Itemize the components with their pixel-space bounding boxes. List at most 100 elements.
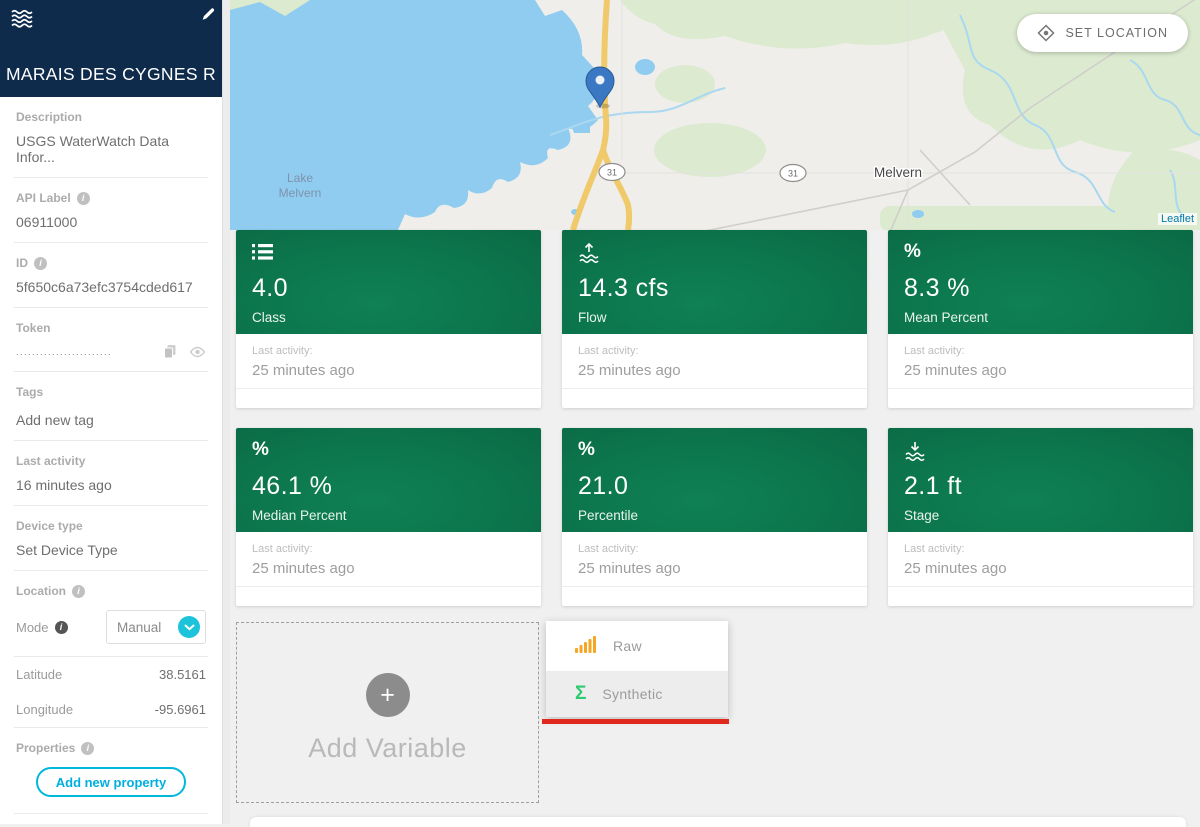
percent-icon: %	[904, 241, 921, 262]
longitude-row: Longitude -95.6961	[14, 692, 208, 728]
field-location: Location i Mode i Manual	[14, 571, 208, 657]
variable-card-mean-percent[interactable]: % 8.3 % Mean Percent Last activity: 25 m…	[888, 230, 1193, 408]
svg-text:31: 31	[788, 169, 798, 179]
latitude-row: Latitude 38.5161	[14, 657, 208, 692]
card-divider	[562, 388, 867, 389]
token-label: Token	[16, 321, 51, 335]
add-new-property-button[interactable]: Add new property	[36, 767, 186, 797]
chevron-down-icon	[178, 616, 200, 638]
crosshair-icon	[1037, 24, 1056, 42]
card-divider	[236, 586, 541, 587]
api-label-value: 06911000	[16, 214, 78, 230]
variable-card-class[interactable]: 4.0 Class Last activity: 25 minutes ago	[236, 230, 541, 408]
variable-name: Class	[252, 310, 286, 325]
description-value: USGS WaterWatch Data Infor...	[16, 133, 170, 165]
last-activity-label: Last activity:	[578, 345, 639, 357]
variable-name: Flow	[578, 310, 607, 325]
card-divider	[888, 388, 1193, 389]
variable-value: 21.0	[578, 472, 629, 500]
info-icon[interactable]: i	[54, 620, 68, 634]
town-label: Melvern	[874, 165, 922, 180]
show-token-eye-icon[interactable]	[189, 346, 206, 358]
sidebar-scrollbar[interactable]	[222, 0, 230, 824]
add-variable-plus-button[interactable]: +	[365, 673, 410, 717]
set-device-type-link[interactable]: Set Device Type	[16, 542, 118, 558]
api-label-label: API Label	[16, 191, 71, 205]
menu-item-raw-label: Raw	[613, 638, 642, 654]
main-content: 31 31 Lake Melvern Melvern SET LOCATION	[230, 0, 1200, 827]
field-tags: Tags Add new tag	[14, 372, 208, 441]
leaflet-attribution-link[interactable]: Leaflet	[1157, 213, 1197, 225]
last-activity-label: Last activity:	[904, 543, 965, 555]
last-activity-label: Last activity:	[252, 543, 313, 555]
menu-item-synthetic-label: Synthetic	[602, 686, 663, 702]
add-tag-input[interactable]: Add new tag	[16, 412, 94, 428]
device-sidebar: MARAIS DES CYGNES R ... Description USGS…	[0, 0, 222, 824]
last-activity-value: 25 minutes ago	[578, 560, 681, 577]
description-label: Description	[16, 110, 83, 124]
variable-value: 46.1 %	[252, 472, 333, 500]
last-activity-label: Last activity	[16, 454, 86, 468]
variable-value: 4.0	[252, 274, 288, 302]
set-location-button[interactable]: SET LOCATION	[1017, 14, 1188, 52]
variable-card-flow[interactable]: 14.3 cfs Flow Last activity: 25 minutes …	[562, 230, 867, 408]
variable-value: 14.3 cfs	[578, 274, 669, 302]
last-activity-value: 25 minutes ago	[252, 560, 355, 577]
last-activity-value: 25 minutes ago	[904, 560, 1007, 577]
add-variable-dropzone[interactable]: + Add Variable	[236, 622, 539, 803]
svg-text:31: 31	[607, 168, 617, 178]
mode-label: Mode	[16, 619, 49, 635]
sidebar-header: MARAIS DES CYGNES R ...	[0, 0, 222, 97]
device-title: MARAIS DES CYGNES R ...	[6, 64, 218, 84]
last-activity-value: 16 minutes ago	[16, 477, 112, 493]
lake-label: Lake	[287, 171, 313, 185]
road-shield-31: 31	[598, 162, 626, 182]
variable-name: Median Percent	[252, 508, 347, 523]
sigma-icon: Σ	[575, 683, 587, 704]
list-icon	[252, 244, 274, 266]
token-masked-value: ........................	[16, 346, 113, 357]
variable-type-menu: Raw Σ Synthetic	[546, 621, 728, 717]
road-shield-31: 31	[779, 163, 807, 183]
set-location-label: SET LOCATION	[1065, 26, 1168, 40]
lake-label-line2: Melvern	[279, 186, 322, 200]
mode-select[interactable]: Manual	[106, 610, 206, 644]
lake-melvern-water	[230, 0, 598, 230]
variable-card-stage[interactable]: 2.1 ft Stage Last activity: 25 minutes a…	[888, 428, 1193, 606]
menu-item-synthetic[interactable]: Σ Synthetic	[546, 671, 728, 717]
properties-label: Properties	[16, 741, 76, 755]
copy-icon[interactable]	[163, 344, 177, 359]
latitude-value: 38.5161	[159, 667, 206, 682]
id-value: 5f650c6a73efc3754cded617	[16, 279, 193, 295]
county-roads	[705, 0, 1196, 230]
menu-item-raw[interactable]: Raw	[546, 621, 728, 671]
card-divider	[236, 388, 541, 389]
info-icon[interactable]: i	[34, 256, 47, 270]
longitude-label: Longitude	[16, 702, 74, 717]
field-api-label: API Label i 06911000	[14, 178, 208, 243]
waves-device-icon[interactable]	[10, 8, 36, 30]
variable-name: Stage	[904, 508, 940, 523]
card-divider	[562, 586, 867, 587]
tags-label: Tags	[16, 385, 44, 399]
edit-pencil-icon[interactable]	[200, 6, 216, 22]
info-icon[interactable]: i	[76, 191, 90, 205]
last-activity-label: Last activity:	[578, 543, 639, 555]
variable-name: Percentile	[578, 508, 639, 523]
leaflet-map[interactable]: 31 31 Lake Melvern Melvern SET LOCATION	[230, 0, 1200, 230]
add-variable-label: Add Variable	[308, 733, 467, 763]
field-properties: Properties i Add new property	[14, 728, 208, 814]
info-icon[interactable]: i	[72, 584, 85, 598]
stage-icon	[904, 442, 926, 466]
variable-card-percentile[interactable]: % 21.0 Percentile Last activity: 25 minu…	[562, 428, 867, 606]
info-icon[interactable]: i	[81, 741, 95, 755]
location-marker-pin[interactable]	[585, 66, 615, 109]
variable-name: Mean Percent	[904, 310, 989, 325]
variable-card-median-percent[interactable]: % 46.1 % Median Percent Last activity: 2…	[236, 428, 541, 606]
last-activity-value: 25 minutes ago	[578, 362, 681, 379]
last-activity-value: 25 minutes ago	[252, 362, 355, 379]
mode-selected-value: Manual	[117, 619, 162, 635]
last-activity-label: Last activity:	[904, 345, 965, 357]
variable-value: 2.1 ft	[904, 472, 962, 500]
last-activity-label: Last activity:	[252, 345, 313, 357]
